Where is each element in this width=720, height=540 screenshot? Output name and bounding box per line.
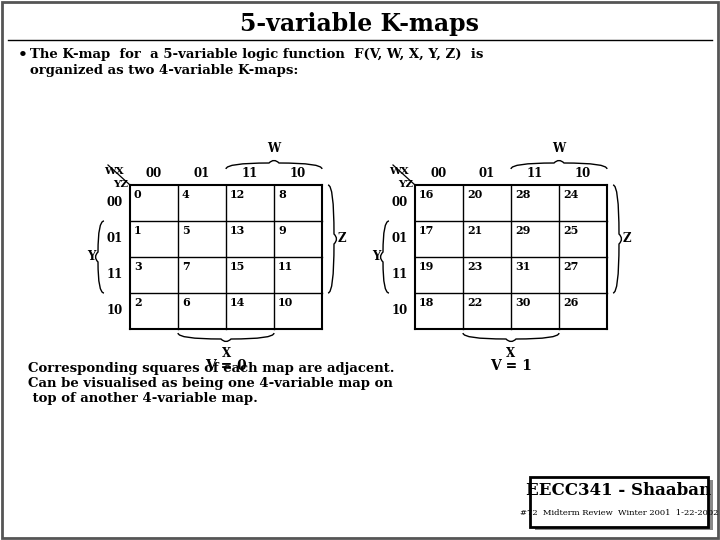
Text: 11: 11	[527, 167, 543, 180]
Text: 26: 26	[563, 297, 578, 308]
Text: 10: 10	[278, 297, 293, 308]
Text: 31: 31	[515, 261, 531, 272]
Text: 00: 00	[107, 197, 123, 210]
Text: Z: Z	[338, 233, 346, 246]
Text: The K-map  for  a 5-variable logic function  F(V, W, X, Y, Z)  is: The K-map for a 5-variable logic functio…	[30, 48, 483, 61]
Text: 27: 27	[563, 261, 578, 272]
Text: 23: 23	[467, 261, 482, 272]
Text: V = 1: V = 1	[490, 359, 532, 373]
Text: EECC341 - Shaaban: EECC341 - Shaaban	[526, 482, 711, 499]
Text: 11: 11	[392, 268, 408, 281]
Text: 18: 18	[419, 297, 434, 308]
Text: W: W	[552, 142, 566, 155]
Text: V = 0: V = 0	[205, 359, 247, 373]
Text: X: X	[506, 347, 516, 360]
Text: 22: 22	[467, 297, 482, 308]
Text: 20: 20	[467, 189, 482, 200]
Text: 28: 28	[515, 189, 531, 200]
FancyBboxPatch shape	[535, 480, 713, 530]
Text: Z: Z	[623, 233, 631, 246]
Text: 00: 00	[146, 167, 162, 180]
Text: W: W	[267, 142, 281, 155]
Text: 5: 5	[182, 225, 190, 236]
Text: X: X	[222, 347, 230, 360]
Text: 1: 1	[134, 225, 142, 236]
Text: 00: 00	[392, 197, 408, 210]
Text: 4: 4	[182, 189, 190, 200]
Text: 00: 00	[431, 167, 447, 180]
Text: 01: 01	[479, 167, 495, 180]
Text: top of another 4-variable map.: top of another 4-variable map.	[28, 392, 258, 405]
Text: 14: 14	[230, 297, 246, 308]
Text: 13: 13	[230, 225, 246, 236]
Text: 3: 3	[134, 261, 142, 272]
Text: YZ: YZ	[113, 180, 128, 189]
Text: 10: 10	[290, 167, 306, 180]
Text: 6: 6	[182, 297, 190, 308]
Text: Y: Y	[372, 251, 380, 264]
Text: 10: 10	[107, 305, 123, 318]
Text: Corresponding squares of each map are adjacent.: Corresponding squares of each map are ad…	[28, 362, 395, 375]
Text: 11: 11	[107, 268, 123, 281]
Text: 30: 30	[515, 297, 531, 308]
Text: Y: Y	[87, 251, 95, 264]
Text: 11: 11	[278, 261, 293, 272]
Text: 01: 01	[107, 233, 123, 246]
Text: 17: 17	[419, 225, 434, 236]
Text: 7: 7	[182, 261, 190, 272]
Text: Can be visualised as being one 4-variable map on: Can be visualised as being one 4-variabl…	[28, 377, 393, 390]
Text: 12: 12	[230, 189, 246, 200]
Text: 16: 16	[419, 189, 434, 200]
Text: 5-variable K-maps: 5-variable K-maps	[240, 12, 480, 36]
Text: 01: 01	[392, 233, 408, 246]
Text: YZ: YZ	[398, 180, 413, 189]
Text: organized as two 4-variable K-maps:: organized as two 4-variable K-maps:	[30, 64, 298, 77]
Text: 24: 24	[563, 189, 578, 200]
Text: 21: 21	[467, 225, 482, 236]
Text: 01: 01	[194, 167, 210, 180]
Text: 29: 29	[515, 225, 531, 236]
Text: 15: 15	[230, 261, 246, 272]
Text: 11: 11	[242, 167, 258, 180]
Text: 10: 10	[392, 305, 408, 318]
Text: 25: 25	[563, 225, 578, 236]
Text: WX: WX	[390, 167, 409, 176]
Text: 10: 10	[575, 167, 591, 180]
Text: WX: WX	[104, 167, 124, 176]
Text: 19: 19	[419, 261, 434, 272]
FancyBboxPatch shape	[530, 477, 708, 527]
Text: 0: 0	[134, 189, 142, 200]
Text: 9: 9	[278, 225, 286, 236]
Text: •: •	[18, 48, 28, 62]
Text: #72  Midterm Review  Winter 2001  1-22-2002: #72 Midterm Review Winter 2001 1-22-2002	[520, 509, 718, 517]
Text: 2: 2	[134, 297, 142, 308]
Bar	[130, 185, 322, 329]
Bar	[415, 185, 607, 329]
Text: 8: 8	[278, 189, 286, 200]
